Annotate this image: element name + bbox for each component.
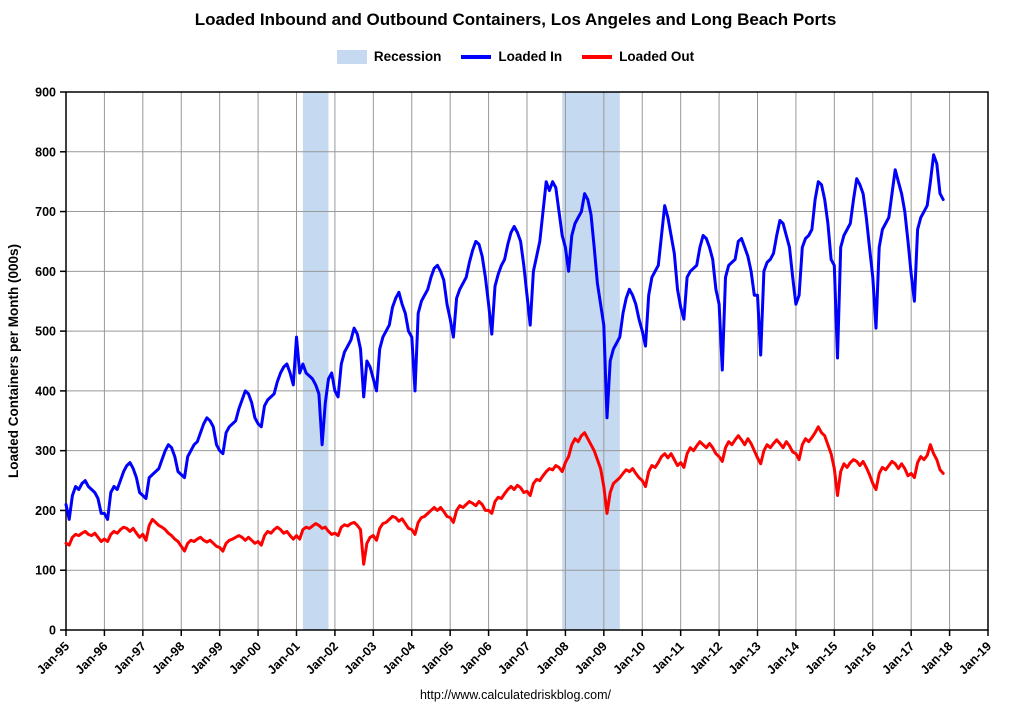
x-tick-label: Jan-12: [687, 639, 725, 677]
x-tick-label: Jan-19: [956, 639, 994, 677]
footer-url: http://www.calculatedriskblog.com/: [419, 688, 612, 702]
legend-item-recession: Recession: [336, 49, 442, 64]
y-tick-label: 300: [35, 444, 56, 458]
x-tick-label: Jan-09: [572, 639, 610, 677]
x-tick-label: Jan-00: [226, 639, 264, 677]
x-tick-label: Jan-13: [726, 639, 764, 677]
x-tick-label: Jan-98: [149, 639, 187, 677]
x-tick-label: Jan-17: [879, 639, 917, 677]
x-tick-label: Jan-96: [73, 639, 111, 677]
x-tick-label: Jan-95: [34, 639, 72, 677]
loaded-in-swatch: [461, 54, 492, 59]
x-tick-label: Jan-07: [495, 639, 533, 677]
y-tick-label: 200: [35, 504, 56, 518]
recession-swatch: [336, 49, 367, 64]
x-tick-label: Jan-02: [303, 639, 341, 677]
x-tick-label: Jan-10: [610, 639, 648, 677]
legend-label-loaded-out: Loaded Out: [619, 49, 695, 64]
chart-title: Loaded Inbound and Outbound Containers, …: [194, 10, 837, 29]
y-tick-label: 600: [35, 265, 56, 279]
x-tick-label: Jan-14: [764, 639, 802, 677]
x-tick-label: Jan-06: [457, 639, 495, 677]
legend-item-loaded-in: Loaded In: [461, 49, 562, 64]
loaded-in-line: [64, 153, 945, 521]
loaded-out-swatch: [582, 54, 613, 59]
y-tick-label: 900: [35, 86, 56, 100]
x-tick-label: Jan-04: [380, 639, 418, 677]
legend-label-recession: Recession: [373, 49, 442, 64]
loaded-out-line: [64, 425, 945, 566]
legend: Recession Loaded In Loaded Out: [0, 49, 1031, 64]
y-axis-title: Loaded Containers per Month (000s): [6, 244, 21, 478]
x-tick-label: Jan-11: [649, 639, 686, 676]
x-tick-label: Jan-05: [418, 639, 456, 677]
y-tick-label: 400: [35, 384, 56, 398]
y-tick-label: 500: [35, 325, 56, 339]
x-tick-label: Jan-15: [803, 639, 841, 677]
recession-band: [302, 92, 329, 630]
y-tick-label: 0: [49, 624, 56, 638]
legend-label-loaded-in: Loaded In: [498, 49, 563, 64]
x-tick-label: Jan-03: [342, 639, 380, 677]
x-tick-label: Jan-97: [111, 639, 149, 677]
x-tick-label: Jan-99: [188, 639, 226, 677]
x-tick-label: Jan-18: [918, 639, 956, 677]
x-tick-label: Jan-01: [265, 639, 303, 677]
x-tick-label: Jan-08: [534, 639, 572, 677]
y-tick-label: 700: [35, 205, 56, 219]
y-tick-label: 800: [35, 145, 56, 159]
legend-item-loaded-out: Loaded Out: [582, 49, 694, 64]
y-tick-label: 100: [35, 564, 56, 578]
plot-border: [65, 91, 989, 631]
x-tick-label: Jan-16: [841, 639, 879, 677]
